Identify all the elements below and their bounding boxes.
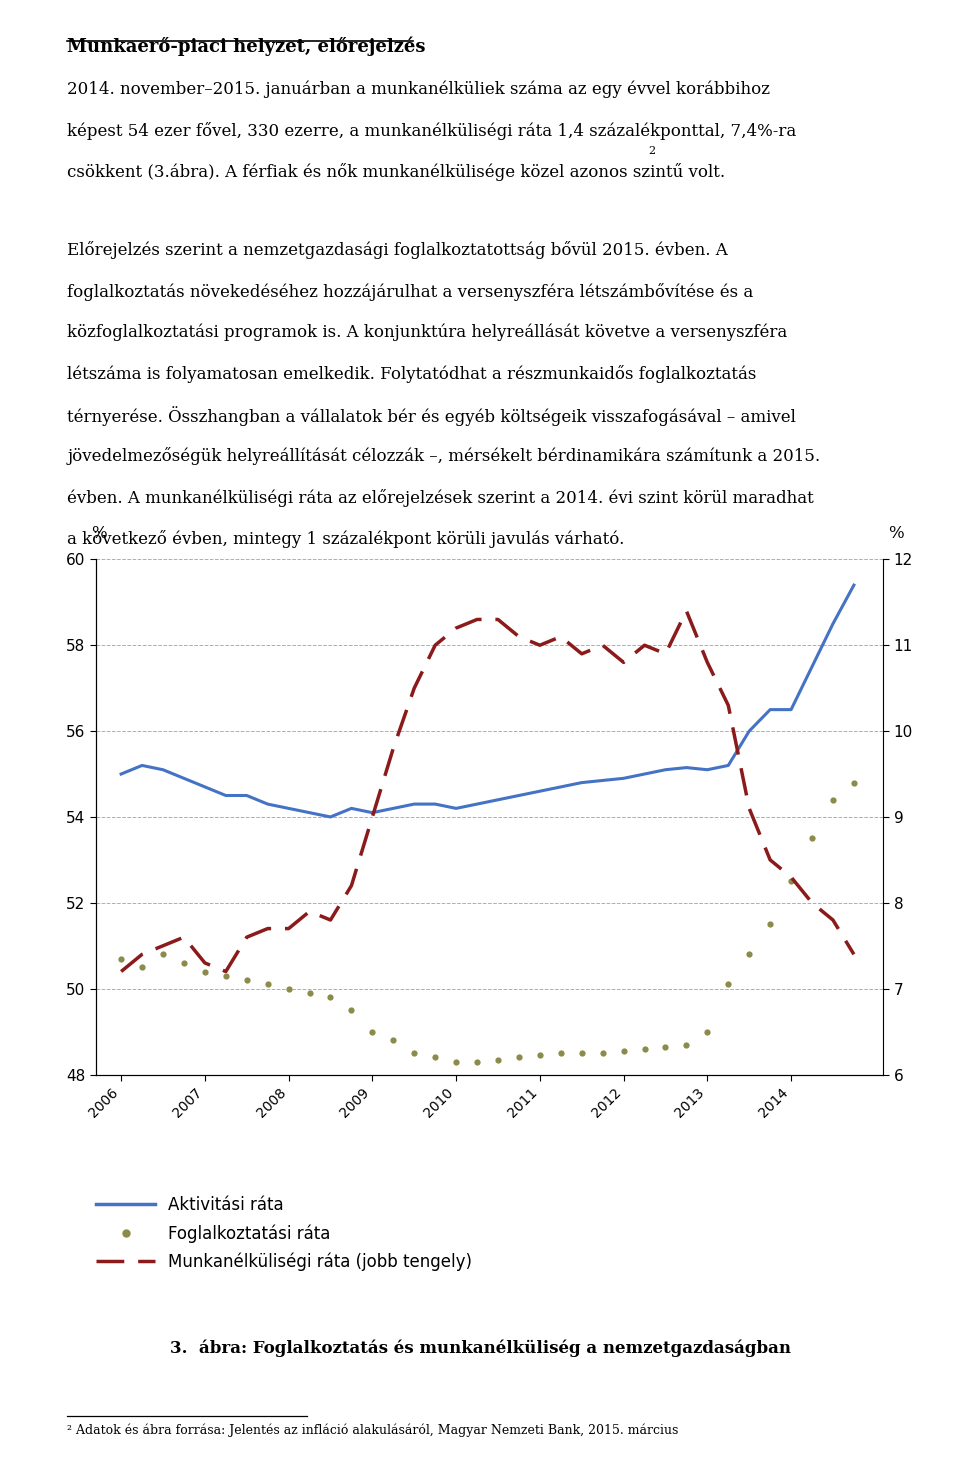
Legend: Aktivitási ráta, Foglalkoztatási ráta, Munkanélküliségi ráta (jobb tengely): Aktivitási ráta, Foglalkoztatási ráta, M… bbox=[96, 1197, 472, 1272]
Text: térnyerése. Összhangban a vállalatok bér és egyéb költségeik visszafogásával – a: térnyerése. Összhangban a vállalatok bér… bbox=[67, 406, 796, 427]
Text: csökkent (3.ábra). A férfiak és nők munkanélkülisége közel azonos szintű volt.: csökkent (3.ábra). A férfiak és nők munk… bbox=[67, 163, 726, 181]
Text: képest 54 ezer fővel, 330 ezerre, a munkanélküliségi ráta 1,4 százalékponttal, 7: képest 54 ezer fővel, 330 ezerre, a munk… bbox=[67, 122, 797, 140]
Text: foglalkoztatás növekedéséhez hozzájárulhat a versenyszféra létszámbővítése és a: foglalkoztatás növekedéséhez hozzájárulh… bbox=[67, 283, 754, 300]
Text: jövedelmezőségük helyreállítását célozzák –, mérsékelt bérdinamikára számítunk a: jövedelmezőségük helyreállítását célozzá… bbox=[67, 447, 821, 465]
Text: évben. A munkanélküliségi ráta az előrejelzések szerint a 2014. évi szint körül : évben. A munkanélküliségi ráta az előrej… bbox=[67, 489, 814, 506]
Text: %: % bbox=[91, 524, 107, 542]
Text: ² Adatok és ábra forrása: Jelentés az infláció alakulásáról, Magyar Nemzeti Bank: ² Adatok és ábra forrása: Jelentés az in… bbox=[67, 1423, 679, 1437]
Text: létszáma is folyamatosan emelkedik. Folytatódhat a részmunkaidős foglalkoztatás: létszáma is folyamatosan emelkedik. Foly… bbox=[67, 365, 756, 383]
Text: 2: 2 bbox=[648, 146, 655, 156]
Text: a következő évben, mintegy 1 százalékpont körüli javulás várható.: a következő évben, mintegy 1 százalékpon… bbox=[67, 530, 625, 548]
Text: Előrejelzés szerint a nemzetgazdasági foglalkoztatottság bővül 2015. évben. A: Előrejelzés szerint a nemzetgazdasági fo… bbox=[67, 241, 728, 259]
Text: %: % bbox=[888, 524, 903, 542]
Text: Munkaerő-piaci helyzet, előrejelzés: Munkaerő-piaci helyzet, előrejelzés bbox=[67, 37, 425, 56]
Text: 3.  ábra: Foglalkoztatás és munkanélküliség a nemzetgazdaságban: 3. ábra: Foglalkoztatás és munkanélkülis… bbox=[170, 1340, 790, 1357]
Text: közfoglalkoztatási programok is. A konjunktúra helyreállását követve a versenysz: közfoglalkoztatási programok is. A konju… bbox=[67, 324, 787, 342]
Text: 2014. november–2015. januárban a munkanélküliek száma az egy évvel korábbihoz: 2014. november–2015. januárban a munkané… bbox=[67, 81, 770, 99]
